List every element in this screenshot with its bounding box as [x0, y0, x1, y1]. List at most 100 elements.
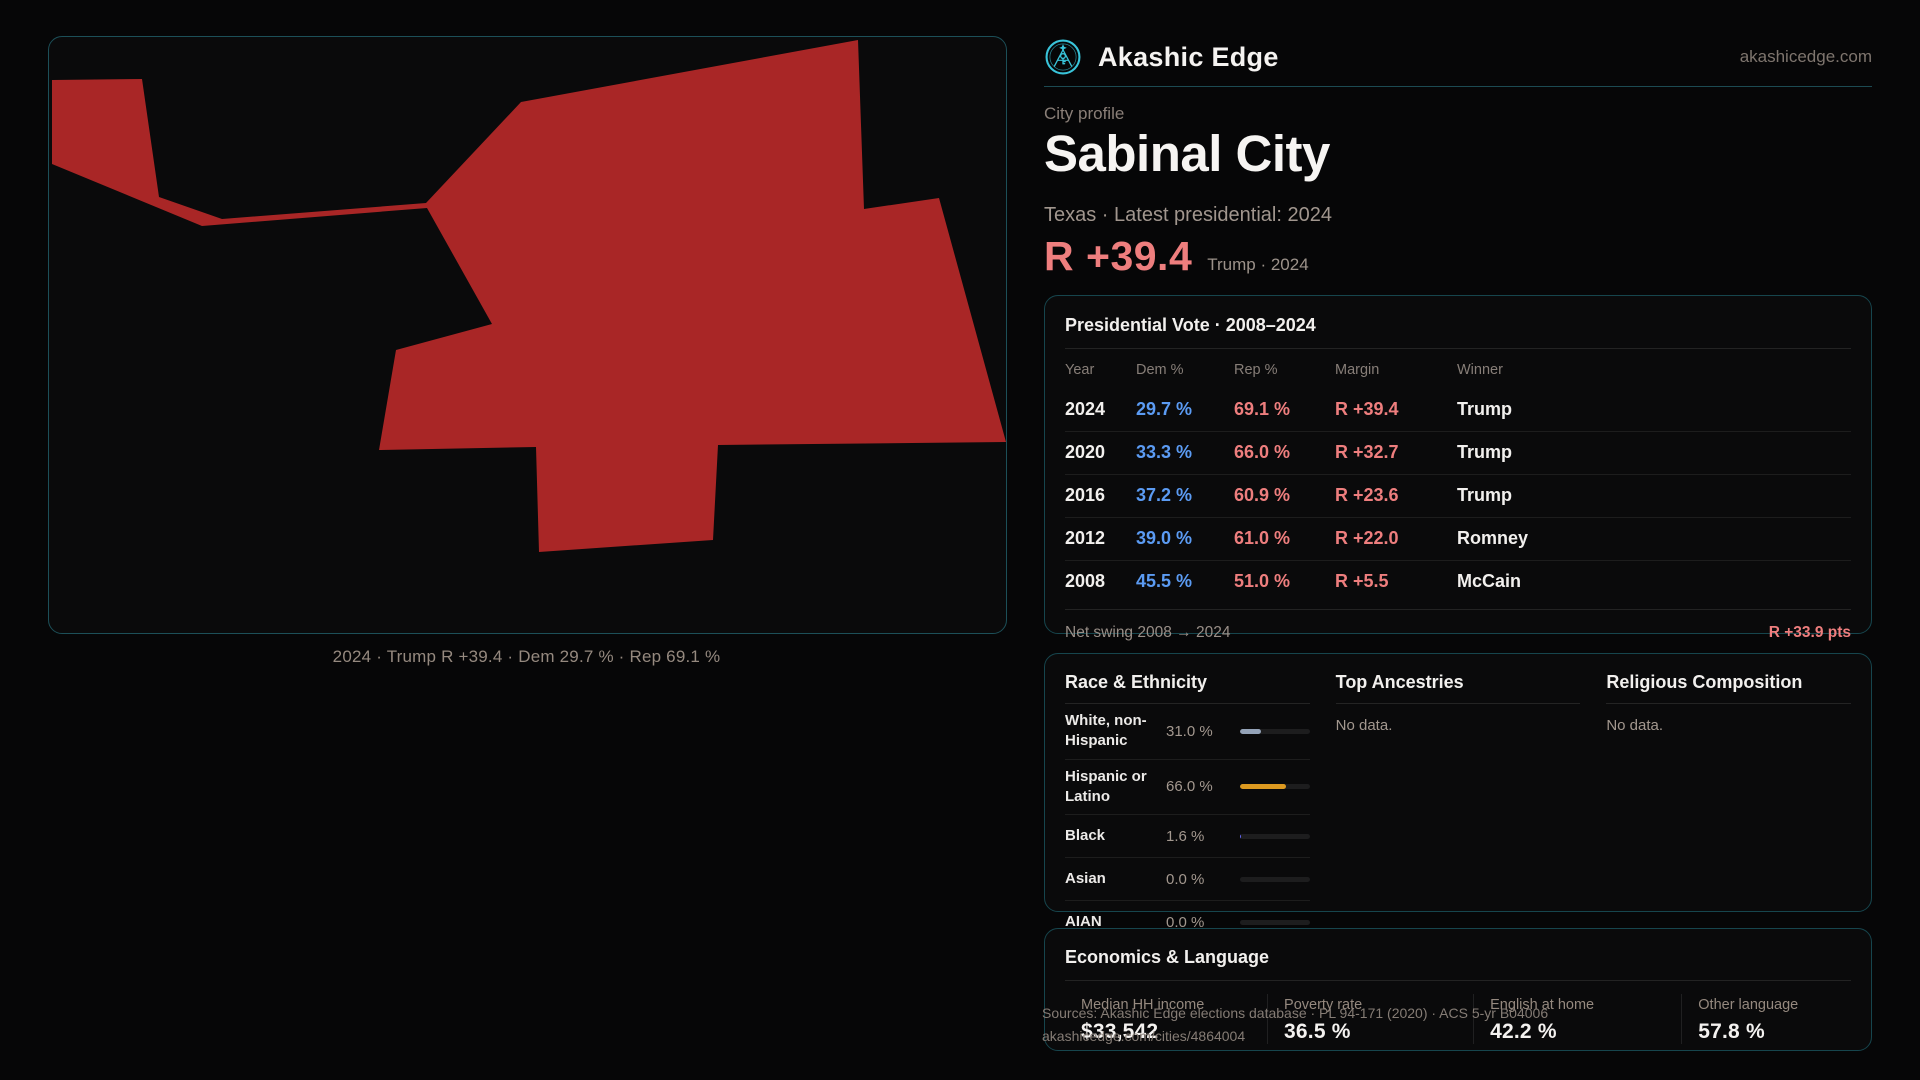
cell-winner: Trump [1457, 399, 1513, 419]
cell-margin: R +5.5 [1335, 560, 1457, 603]
cell-winner: Trump [1457, 474, 1851, 517]
demographics-card: Race & Ethnicity White, non-Hispanic 31.… [1044, 653, 1872, 944]
col-header-winner: Winner [1457, 362, 1503, 378]
cell-winner: Romney [1457, 517, 1851, 560]
race-value: 1.6 % [1166, 827, 1205, 845]
stat-poverty-rate: Poverty rate 36.5 % [1267, 994, 1473, 1044]
cell-rep: 51.0 % [1234, 560, 1335, 603]
race-label: Asian [1065, 869, 1106, 887]
margin-context: Trump · 2024 [1207, 255, 1309, 274]
col-header-year: Year [1065, 362, 1095, 378]
cell-year: 2008 [1065, 560, 1136, 603]
stat-english-at-home: English at home 42.2 % [1473, 994, 1681, 1044]
race-section-title: Race & Ethnicity [1065, 672, 1310, 704]
brand-name[interactable]: Akashic Edge [1098, 41, 1279, 72]
card-divider [1065, 348, 1851, 349]
cell-margin: R +39.4 [1335, 399, 1399, 419]
religious-composition-section: Religious Composition No data. [1606, 672, 1851, 944]
cell-dem: 39.0 % [1136, 517, 1234, 560]
cell-rep: 66.0 % [1234, 431, 1335, 474]
brand-domain-link[interactable]: akashicedge.com [1739, 47, 1872, 66]
cell-year: 2012 [1065, 517, 1136, 560]
cell-year: 2016 [1065, 474, 1136, 517]
margin-headline: R +39.4 [1044, 233, 1193, 279]
cell-year: 2020 [1065, 431, 1136, 474]
stat-median-income: Median HH income $33,542 [1065, 994, 1267, 1044]
race-value: 66.0 % [1166, 778, 1213, 796]
page-footer: Sources: Akashic Edge elections database… [1042, 1002, 1548, 1047]
permalink[interactable]: akashicedge.com/cities/4864004 [1042, 1027, 1246, 1044]
race-bar [1239, 876, 1310, 882]
race-row: Hispanic or Latino 66.0 % [1065, 760, 1310, 815]
economics-card: Economics & Language Median HH income $3… [1044, 928, 1872, 1051]
cell-dem: 29.7 % [1136, 399, 1193, 419]
race-value: 0.0 % [1166, 870, 1205, 888]
page-title: Sabinal City [1044, 125, 1330, 182]
cell-year: 2024 [1065, 399, 1106, 419]
stat-label: Other language [1698, 997, 1799, 1013]
race-row: White, non-Hispanic 31.0 % [1065, 704, 1310, 760]
city-boundary-shape [52, 40, 1006, 552]
stat-value: 42.2 % [1490, 1020, 1557, 1043]
cell-winner: McCain [1457, 560, 1851, 603]
profile-column: Akashic Edge akashicedge.com City profil… [1044, 0, 1872, 1080]
religion-empty-state: No data. [1606, 717, 1664, 734]
col-header-margin: Margin [1335, 362, 1380, 378]
cell-dem: 45.5 % [1136, 560, 1234, 603]
margin-headline-row: R +39.4 Trump · 2024 [1044, 233, 1309, 280]
religion-section-title: Religious Composition [1606, 672, 1851, 704]
ancestries-section-title: Top Ancestries [1335, 672, 1581, 704]
cell-dem: 37.2 % [1136, 474, 1234, 517]
sources-line: Sources: Akashic Edge elections database… [1042, 1005, 1549, 1021]
cell-rep: 60.9 % [1234, 474, 1335, 517]
stat-value: 36.5 % [1284, 1020, 1351, 1043]
city-map-panel [48, 36, 1007, 634]
stat-label: Poverty rate [1284, 997, 1363, 1013]
race-bar [1239, 919, 1310, 925]
race-row: Black 1.6 % [1065, 815, 1310, 858]
race-value: 0.0 % [1166, 913, 1205, 931]
map-caption: 2024 · Trump R +39.4 · Dem 29.7 % · Rep … [332, 647, 721, 666]
race-bar [1239, 728, 1310, 734]
race-label: White, non-Hispanic [1065, 712, 1147, 750]
net-swing-value: R +33.9 pts [1768, 624, 1851, 641]
cell-margin: R +23.6 [1335, 474, 1457, 517]
city-map [52, 40, 1006, 552]
header-divider [1044, 86, 1872, 87]
cell-winner: Trump [1457, 431, 1851, 474]
cell-margin: R +22.0 [1335, 517, 1457, 560]
race-label: Black [1065, 826, 1106, 844]
economics-stats: Median HH income $33,542 Poverty rate 36… [1065, 994, 1851, 1044]
page-kicker: City profile [1044, 104, 1125, 123]
stat-value: $33,542 [1081, 1020, 1159, 1043]
cell-dem: 33.3 % [1136, 431, 1234, 474]
stat-value: 57.8 % [1698, 1020, 1765, 1043]
akashic-edge-logo-icon[interactable] [1044, 38, 1082, 76]
cell-margin: R +32.7 [1335, 431, 1457, 474]
stat-other-language: Other language 57.8 % [1681, 994, 1851, 1044]
col-header-dem: Dem % [1136, 362, 1184, 378]
col-header-rep: Rep % [1234, 362, 1278, 378]
page-subtitle: Texas · Latest presidential: 2024 [1044, 204, 1332, 226]
net-swing-label: Net swing 2008 → 2024 [1065, 624, 1231, 641]
stat-label: Median HH income [1081, 997, 1205, 1013]
stat-label: English at home [1490, 997, 1595, 1013]
site-header: Akashic Edge akashicedge.com [1044, 36, 1872, 78]
presidential-table: Year Dem % Rep % Margin Winner 2024 29.7… [1065, 349, 1851, 603]
top-ancestries-section: Top Ancestries No data. [1335, 672, 1581, 944]
race-label: Hispanic or Latino [1065, 767, 1147, 805]
race-row: Asian 0.0 % [1065, 858, 1310, 901]
net-swing-row: Net swing 2008 → 2024 R +33.9 pts [1065, 609, 1851, 642]
race-bar [1239, 833, 1310, 839]
cell-rep: 61.0 % [1234, 517, 1335, 560]
race-ethnicity-section: Race & Ethnicity White, non-Hispanic 31.… [1065, 672, 1310, 944]
race-value: 31.0 % [1166, 722, 1213, 740]
ancestries-empty-state: No data. [1335, 717, 1393, 734]
presidential-vote-card: Presidential Vote · 2008–2024 Year Dem %… [1044, 295, 1872, 641]
cell-rep: 69.1 % [1234, 399, 1291, 419]
race-label: AIAN [1065, 912, 1102, 930]
card-divider [1065, 980, 1851, 981]
presidential-card-title: Presidential Vote · 2008–2024 [1065, 315, 1316, 335]
race-bar [1239, 784, 1310, 790]
economics-card-title: Economics & Language [1065, 947, 1270, 967]
